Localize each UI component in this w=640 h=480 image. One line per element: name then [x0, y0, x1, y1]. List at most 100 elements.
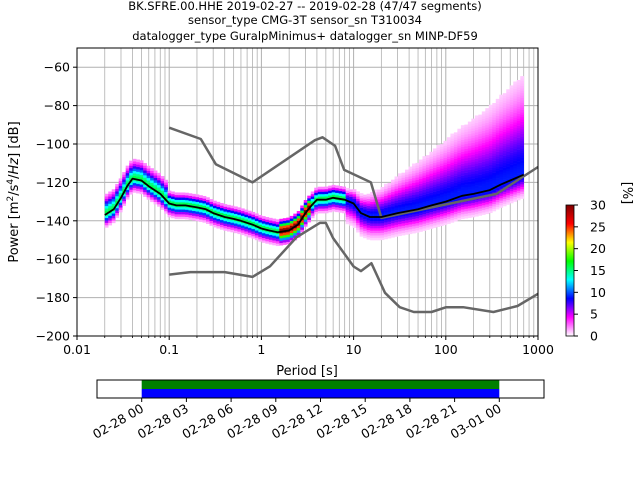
heatmap-cell — [391, 203, 395, 207]
heatmap-cell — [492, 198, 497, 202]
heatmap-cell — [443, 172, 448, 175]
heatmap-cell — [282, 235, 287, 238]
heatmap-cell — [492, 177, 497, 181]
heatmap-cell — [415, 182, 420, 185]
heatmap-cell — [254, 223, 259, 226]
heatmap-cell — [275, 221, 280, 225]
heatmap-cell — [244, 226, 249, 230]
heatmap-cell — [209, 203, 214, 207]
heatmap-cell — [373, 237, 378, 241]
heatmap-cell — [206, 216, 210, 220]
heatmap-cell — [481, 125, 486, 129]
heatmap-cell — [439, 208, 444, 212]
heatmap-cell — [492, 203, 497, 207]
heatmap-cell — [108, 198, 113, 202]
heatmap-cell — [432, 225, 437, 228]
heatmap-cell — [321, 189, 326, 192]
heatmap-cell — [425, 191, 430, 194]
heatmap-cell — [499, 118, 504, 122]
heatmap-cell — [439, 160, 444, 164]
heatmap-cell — [422, 213, 427, 217]
heatmap-cell — [422, 156, 427, 159]
heatmap-cell — [398, 214, 402, 217]
heatmap-cell — [509, 147, 514, 151]
heatmap-cell — [495, 204, 500, 208]
heatmap-cell — [499, 176, 504, 180]
heatmap-cell — [150, 194, 154, 198]
heatmap-cell — [212, 217, 217, 221]
heatmap-cell — [265, 221, 270, 225]
heatmap-cell — [432, 215, 437, 219]
heatmap-cell — [209, 206, 214, 210]
heatmap-cell — [492, 107, 497, 111]
heatmap-cell — [467, 160, 472, 163]
heatmap-cell — [509, 126, 514, 129]
heatmap-cell — [446, 163, 451, 167]
heatmap-cell — [212, 207, 217, 211]
heatmap-cell — [167, 192, 172, 196]
heatmap-cell — [209, 218, 214, 222]
heatmap-cell — [418, 188, 423, 192]
heatmap-cell — [422, 196, 427, 200]
heatmap-cell — [474, 201, 479, 205]
heatmap-cell — [488, 150, 493, 154]
heatmap-cell — [471, 173, 476, 177]
heatmap-cell — [359, 221, 364, 225]
heatmap-cell — [230, 212, 235, 216]
heatmap-cell — [499, 123, 504, 127]
heatmap-cell — [499, 157, 504, 160]
heatmap-cell — [513, 148, 518, 152]
heatmap-cell — [422, 170, 427, 174]
heatmap-cell — [237, 226, 242, 230]
heatmap-cell — [474, 156, 479, 159]
heatmap-cell — [516, 123, 521, 126]
heatmap-cell — [405, 181, 409, 185]
heatmap-cell — [488, 179, 493, 182]
heatmap-cell — [495, 158, 500, 162]
heatmap-cell — [436, 185, 441, 189]
heatmap-cell — [488, 186, 493, 190]
heatmap-cell — [115, 186, 120, 190]
heatmap-cell — [436, 164, 441, 167]
heatmap-cell — [492, 136, 497, 140]
heatmap-cell — [446, 197, 451, 200]
heatmap-cell — [373, 204, 378, 207]
heatmap-cell — [261, 232, 266, 236]
heatmap-cell — [247, 227, 252, 231]
heatmap-cell — [387, 235, 392, 239]
heatmap-cell — [453, 170, 458, 174]
heatmap-cell — [439, 180, 444, 183]
heatmap-cell — [247, 229, 252, 233]
heatmap-cell — [335, 209, 339, 213]
heatmap-cell — [467, 148, 472, 151]
heatmap-cell — [132, 173, 137, 176]
heatmap-cell — [509, 104, 514, 108]
heatmap-cell — [439, 216, 444, 219]
ppsd-plot: 0.01 0.1 1 10 100 1000 −200−180−160−140−120−1… — [6, 47, 554, 379]
heatmap-cell — [289, 223, 294, 226]
heatmap-cell — [429, 180, 434, 184]
heatmap-cell — [206, 221, 210, 224]
heatmap-cell — [516, 154, 521, 158]
heatmap-cell — [387, 221, 392, 225]
heatmap-cell — [499, 145, 504, 148]
heatmap-cell — [317, 191, 322, 195]
heatmap-cell — [335, 204, 339, 208]
heatmap-cell — [513, 182, 518, 185]
heatmap-cell — [359, 231, 364, 235]
heatmap-cell — [446, 168, 451, 172]
heatmap-cell — [380, 196, 385, 200]
heatmap-cell — [502, 131, 507, 135]
heatmap-cell — [132, 187, 137, 191]
heatmap-cell — [251, 214, 256, 218]
heatmap-cell — [153, 192, 158, 195]
heatmap-cell — [136, 176, 140, 180]
heatmap-cell — [450, 138, 455, 142]
heatmap-cell — [464, 136, 469, 140]
heatmap-cell — [394, 193, 399, 196]
heatmap-cell — [136, 164, 140, 168]
heatmap-cell — [174, 194, 179, 198]
heatmap-cell — [160, 190, 165, 194]
heatmap-cell — [492, 122, 497, 125]
heatmap-cell — [436, 154, 441, 158]
